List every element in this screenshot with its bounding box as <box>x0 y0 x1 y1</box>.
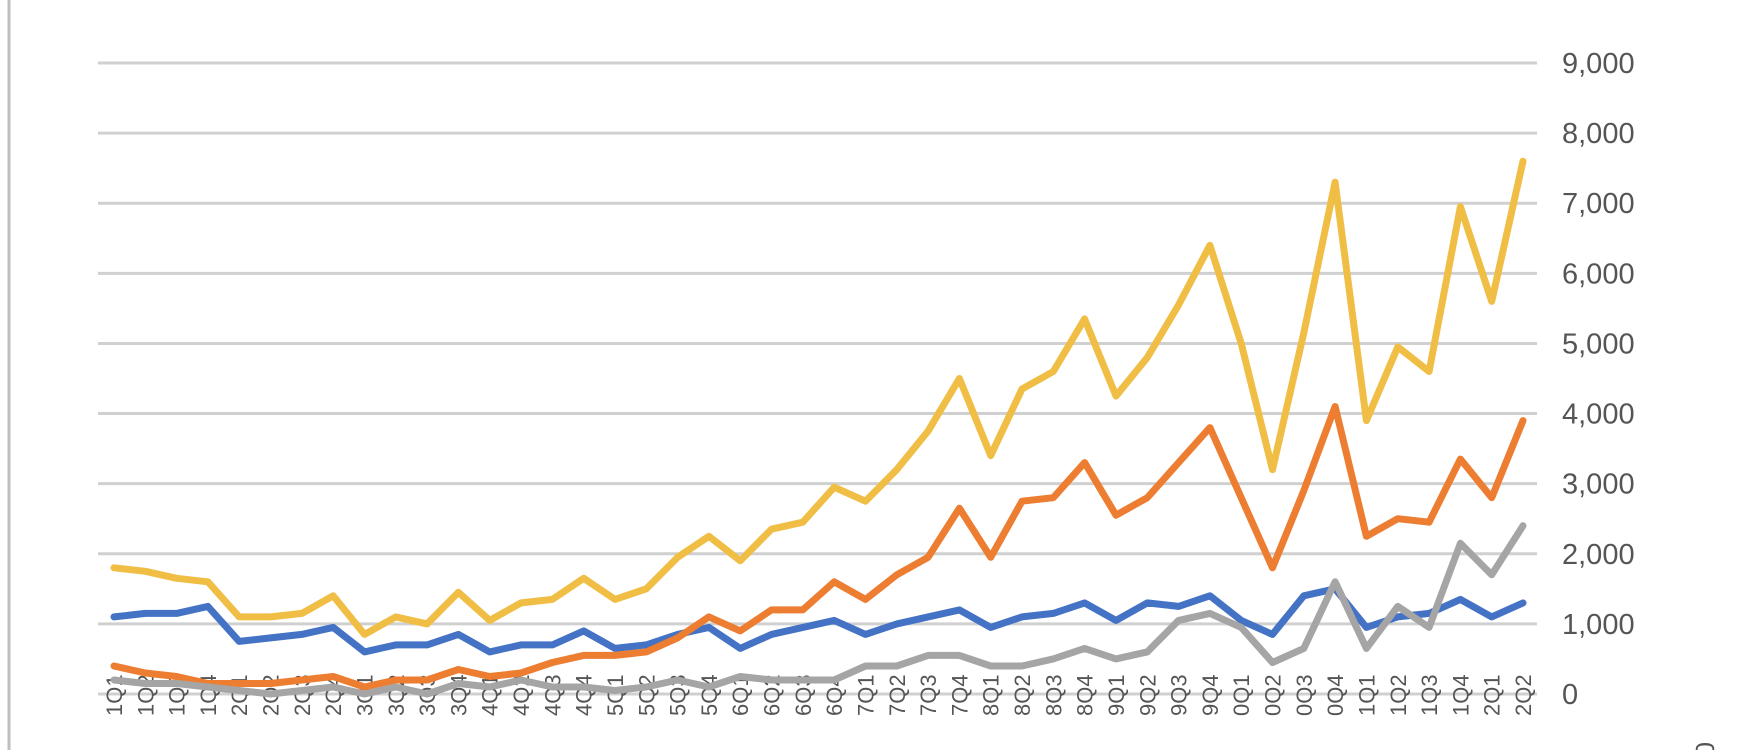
x-tick-label: 2Q2 <box>1511 674 1536 716</box>
y-tick-label: 9,000 <box>1562 48 1635 80</box>
x-tick-label: 8Q1 <box>979 674 1004 716</box>
x-tick-label: 0Q1 <box>1229 674 1254 716</box>
x-tick-label: 8Q3 <box>1041 674 1066 716</box>
y-tick-label: 7,000 <box>1562 188 1635 220</box>
x-tick-label: 5Q2 <box>634 674 659 716</box>
y-tick-label: 2,000 <box>1562 539 1635 571</box>
x-tick-label: 8Q2 <box>1010 674 1035 716</box>
x-axis-tick-labels: 1Q1 1Q2 1Q3 1Q4 2Q1 2Q2 2Q3 2Q4 3Q1 3Q2 3Q3 3Q4 4Q1 4… <box>102 674 1536 716</box>
x-tick-label: 1Q3 <box>1417 674 1442 716</box>
x-tick-label: 7Q4 <box>947 674 972 716</box>
y-tick-label: 0 <box>1562 679 1578 711</box>
y-axis-label: 0) <box>1690 742 1720 750</box>
y-tick-label: 8,000 <box>1562 118 1635 150</box>
x-tick-label: 4Q4 <box>572 674 597 716</box>
y-tick-label: 6,000 <box>1562 258 1635 290</box>
x-tick-label: 0Q3 <box>1292 674 1317 716</box>
x-tick-label: 0Q4 <box>1323 674 1348 716</box>
x-tick-label: 5Q1 <box>603 674 628 716</box>
y-tick-label: 1,000 <box>1562 609 1635 641</box>
series-line-2 <box>110 403 1527 691</box>
series-line-4 <box>110 157 1527 638</box>
y-tick-label: 5,000 <box>1562 328 1635 360</box>
x-tick-label: 2Q1 <box>1480 674 1505 716</box>
x-tick-label: 7Q3 <box>916 674 941 716</box>
y-tick-label: 3,000 <box>1562 469 1635 501</box>
x-tick-label: 9Q1 <box>1104 674 1129 716</box>
x-tick-label: 1Q1 <box>1354 674 1379 716</box>
series-line-1 <box>110 585 1527 656</box>
x-tick-label: 1Q2 <box>1386 674 1411 716</box>
y-tick-label: 4,000 <box>1562 399 1635 431</box>
x-tick-label: 1Q4 <box>1448 674 1473 716</box>
x-tick-label: 0Q2 <box>1261 674 1286 716</box>
x-tick-label: 9Q2 <box>1135 674 1160 716</box>
x-tick-label: 8Q4 <box>1073 674 1098 716</box>
y-axis-tick-labels: 0 1,000 2,000 3,000 4,000 5,000 6,000 7,000 8,00… <box>1562 48 1635 711</box>
x-tick-label: 4Q3 <box>540 674 565 716</box>
x-tick-label: 7Q2 <box>885 674 910 716</box>
series-lines <box>110 157 1527 698</box>
series-line-3 <box>110 522 1527 698</box>
x-tick-label: 9Q3 <box>1167 674 1192 716</box>
x-tick-label: 4Q1 <box>478 674 503 716</box>
x-tick-label: 9Q4 <box>1198 674 1223 716</box>
x-tick-label: 7Q1 <box>853 674 878 716</box>
